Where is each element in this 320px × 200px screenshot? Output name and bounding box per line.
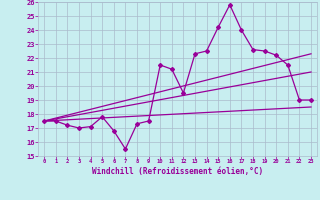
X-axis label: Windchill (Refroidissement éolien,°C): Windchill (Refroidissement éolien,°C) [92,167,263,176]
